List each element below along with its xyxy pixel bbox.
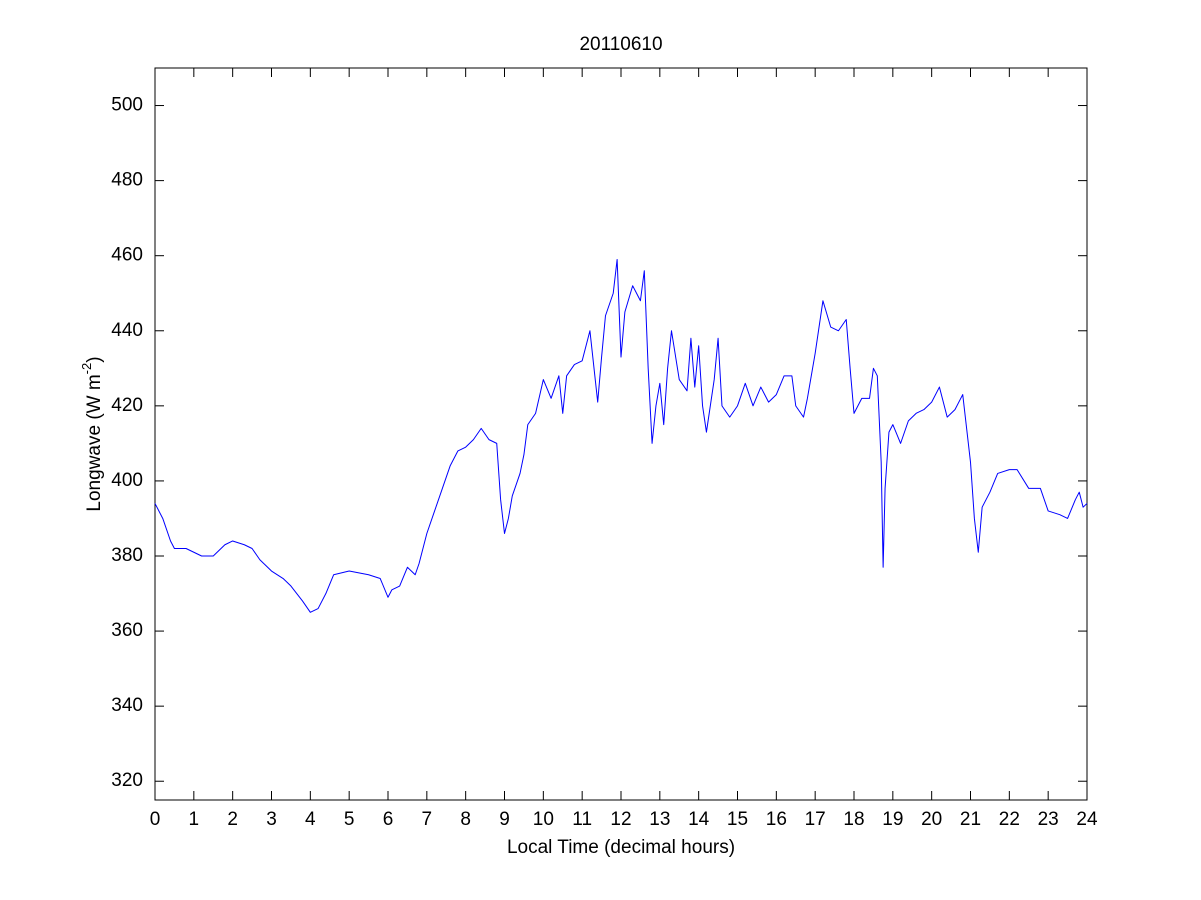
y-axis-label-exponent: -2 (79, 363, 94, 375)
x-tick-label: 1 (189, 809, 200, 830)
x-tick-label: 12 (610, 809, 631, 830)
x-tick-label: 5 (344, 809, 355, 830)
y-tick-label: 340 (111, 695, 143, 716)
x-tick-label: 20 (921, 809, 942, 830)
x-tick-label: 19 (882, 809, 903, 830)
y-tick-label: 440 (111, 320, 143, 341)
x-tick-label: 16 (766, 809, 787, 830)
x-tick-label: 15 (727, 809, 748, 830)
chart-title: 20110610 (579, 34, 662, 55)
x-tick-label: 4 (305, 809, 316, 830)
x-tick-label: 17 (805, 809, 826, 830)
y-tick-label: 480 (111, 170, 143, 191)
x-tick-label: 10 (533, 809, 554, 830)
y-axis-label: Longwave (W m-2) (79, 356, 105, 511)
x-tick-label: 14 (688, 809, 710, 830)
y-tick-label: 400 (111, 470, 143, 491)
x-tick-label: 9 (499, 809, 510, 830)
y-tick-label: 320 (111, 770, 143, 791)
data-line (154, 258, 1088, 613)
x-tick-label: 7 (422, 809, 433, 830)
x-tick-label: 6 (383, 809, 394, 830)
y-tick-label: 380 (111, 545, 143, 566)
x-tick-label: 0 (150, 809, 161, 830)
x-tick-label: 13 (649, 809, 670, 830)
y-tick-label: 460 (111, 245, 143, 266)
x-tick-label: 11 (572, 809, 592, 830)
x-axis-label: Local Time (decimal hours) (507, 837, 735, 858)
y-tick-label: 420 (111, 395, 143, 416)
y-tick-label: 500 (111, 95, 143, 116)
x-tick-label: 21 (960, 809, 981, 830)
y-tick-label: 360 (111, 620, 143, 641)
x-tick-label: 8 (460, 809, 471, 830)
y-axis-label-end: ) (84, 356, 105, 362)
x-tick-label: 3 (266, 809, 277, 830)
x-tick-label: 18 (843, 809, 864, 830)
y-axis-label-text: Longwave (W m (84, 374, 105, 511)
x-tick-label: 2 (227, 809, 238, 830)
x-tick-label: 24 (1076, 809, 1098, 830)
x-tick-label: 22 (999, 809, 1020, 830)
x-tick-label: 23 (1038, 809, 1059, 830)
